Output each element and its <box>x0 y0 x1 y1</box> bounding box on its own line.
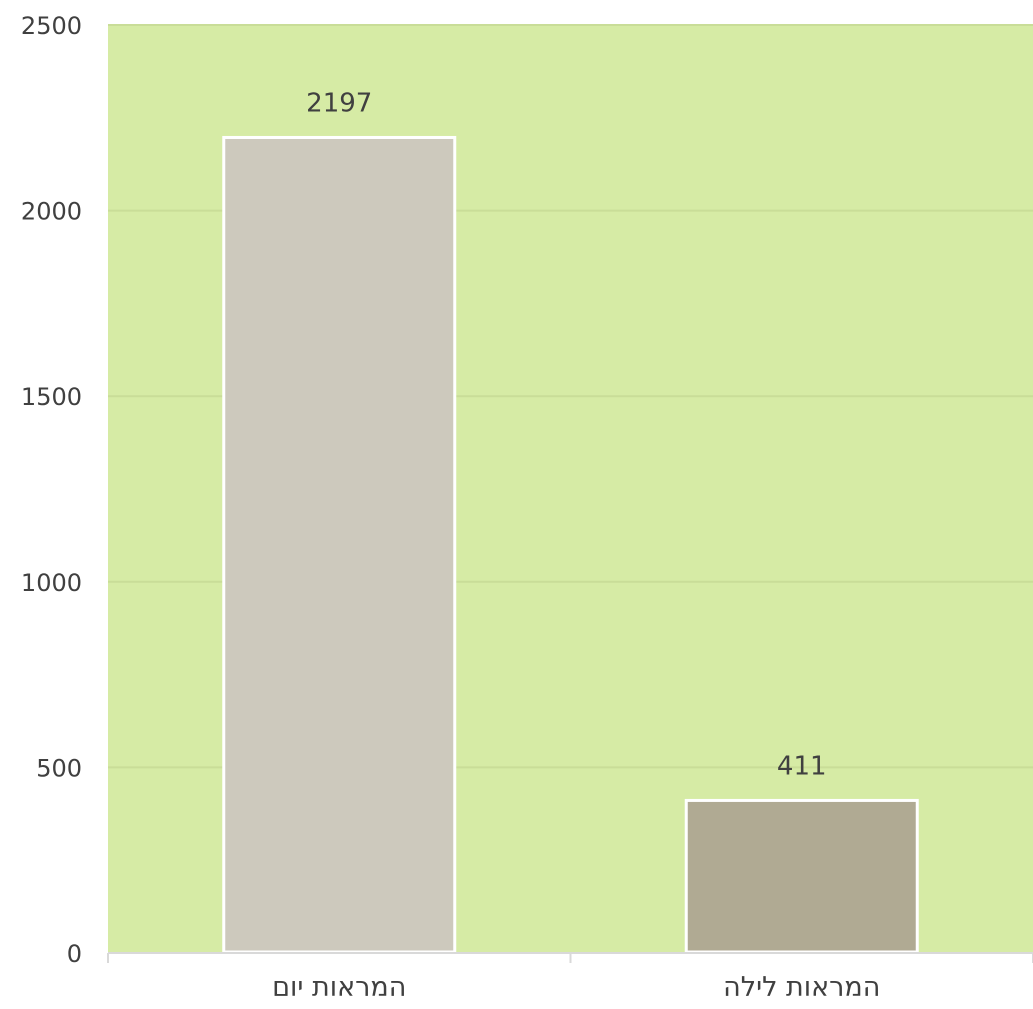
y-axis-ticks: 0 500 1000 1500 2000 2500 <box>21 12 82 968</box>
x-category-label: המראות יום <box>272 972 406 1003</box>
bar <box>684 798 919 954</box>
y-tick-label: 2000 <box>21 198 82 226</box>
y-tick-label: 1000 <box>21 569 82 597</box>
data-label: 411 <box>777 751 827 781</box>
x-axis <box>107 952 1033 963</box>
y-tick-label: 0 <box>67 940 82 968</box>
y-tick-label: 2500 <box>21 12 82 40</box>
x-category-label: המראות לילה <box>723 972 880 1003</box>
y-tick-label: 500 <box>36 754 82 782</box>
y-tick-label: 1500 <box>21 383 82 411</box>
bar <box>222 135 457 954</box>
bars <box>222 135 919 954</box>
labels: 2197 המראות יום 411 המראות לילה <box>272 88 880 1003</box>
data-label: 2197 <box>306 88 372 118</box>
